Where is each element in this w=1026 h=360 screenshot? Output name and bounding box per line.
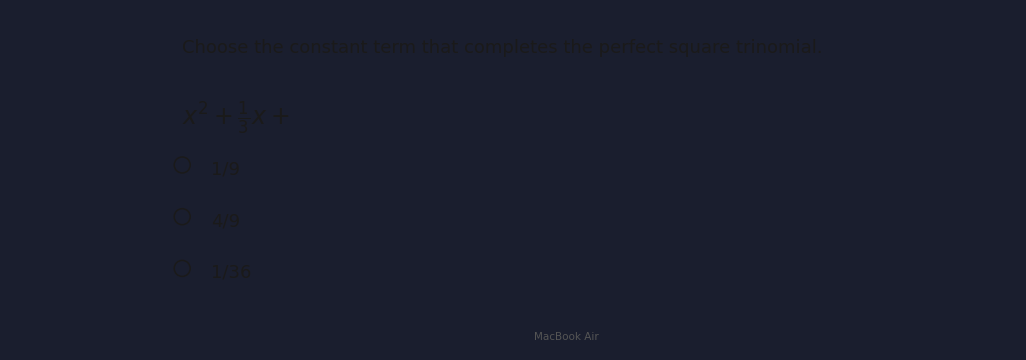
Text: 4/9: 4/9 (211, 212, 241, 230)
Text: 1/36: 1/36 (211, 264, 251, 282)
Text: Choose the constant term that completes the perfect square trinomial.: Choose the constant term that completes … (183, 39, 823, 57)
Text: $x^2 + \frac{1}{3}x +$: $x^2 + \frac{1}{3}x +$ (183, 100, 289, 137)
Text: 1/9: 1/9 (211, 161, 240, 179)
Text: MacBook Air: MacBook Air (535, 332, 599, 342)
